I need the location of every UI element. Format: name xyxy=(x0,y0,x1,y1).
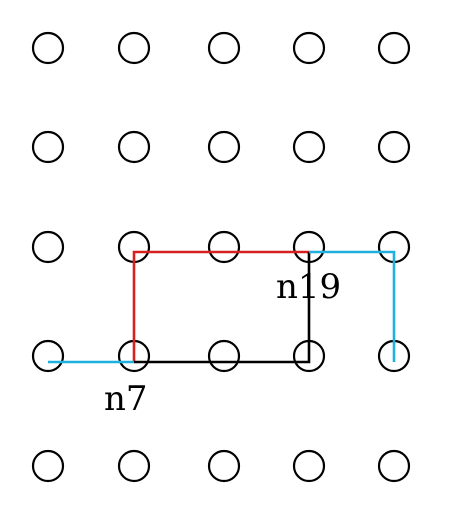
grid-node-r1-c3 xyxy=(292,130,326,164)
grid-node-r4-c2 xyxy=(207,449,241,483)
grid-node-r4-c1 xyxy=(117,449,151,483)
black-path xyxy=(134,252,311,364)
grid-node-r0-c4 xyxy=(377,31,411,65)
red-path xyxy=(132,250,309,362)
grid-node-r0-c1 xyxy=(117,31,151,65)
grid-node-r3-c2 xyxy=(207,339,241,373)
node-label-n7: n7 xyxy=(104,379,148,419)
grid-node-r1-c2 xyxy=(207,130,241,164)
grid-node-r2-c0 xyxy=(31,230,65,264)
grid-node-r4-c0 xyxy=(31,449,65,483)
node-label-n19: n19 xyxy=(276,267,341,307)
grid-node-r1-c0 xyxy=(31,130,65,164)
grid-node-r1-c4 xyxy=(377,130,411,164)
blue-path-right xyxy=(309,250,396,362)
grid-node-r0-c0 xyxy=(31,31,65,65)
grid-node-r1-c1 xyxy=(117,130,151,164)
grid-node-r3-c0 xyxy=(31,339,65,373)
grid-node-r2-c2 xyxy=(207,230,241,264)
edges-layer xyxy=(48,250,396,364)
grid-node-r4-c3 xyxy=(292,449,326,483)
grid-node-r0-c2 xyxy=(207,31,241,65)
nodes-layer xyxy=(31,31,411,483)
grid-node-r0-c3 xyxy=(292,31,326,65)
grid-node-r4-c4 xyxy=(377,449,411,483)
